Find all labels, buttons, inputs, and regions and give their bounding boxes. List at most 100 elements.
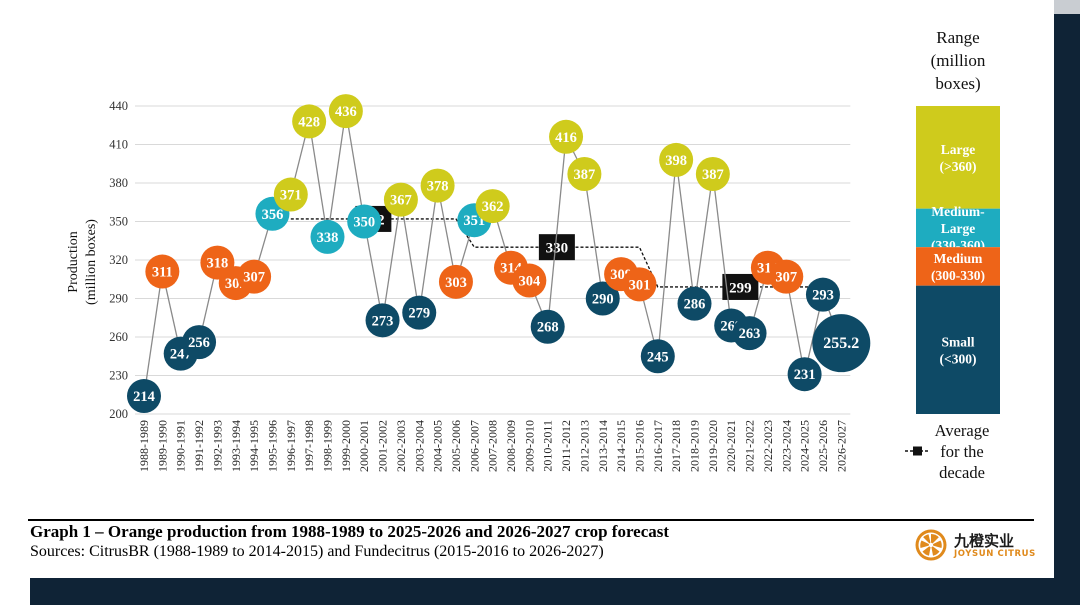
data-point: 273 (365, 303, 400, 338)
data-point-label: 255.2 (823, 335, 859, 352)
data-point: 307 (237, 259, 272, 294)
data-point-label: 307 (243, 270, 265, 286)
logo-english-name: JOYSUN CITRUS (954, 549, 1036, 559)
x-tick-label: 2014-2015 (614, 420, 628, 472)
data-point-label: 301 (629, 277, 651, 293)
y-tick-label: 290 (109, 292, 128, 306)
data-point: 255.2 (812, 314, 871, 373)
data-point: 398 (659, 142, 694, 177)
data-point: 307 (769, 259, 804, 294)
y-axis-label: Production (million boxes) (66, 219, 99, 305)
x-tick-label: 2005-2006 (449, 420, 463, 472)
grid-lines (135, 105, 851, 415)
x-axis-ticks: 1988-1989 1989-1990 1990-1991 1991-1992 1992… (137, 420, 848, 472)
x-tick-label: 1997-1998 (302, 420, 316, 472)
caption-rule (28, 519, 1034, 521)
data-point: 290 (585, 281, 620, 316)
x-tick-label: 2018-2019 (688, 420, 702, 472)
data-point-marker (695, 157, 730, 192)
data-point: 303 (438, 264, 473, 299)
data-point: 214 (127, 379, 161, 414)
y-tick-label: 200 (109, 407, 128, 421)
data-point-label: 428 (298, 114, 320, 130)
data-point-marker (787, 357, 822, 392)
legend-range-label: Medium (300-330) (931, 251, 985, 283)
data-point: 268 (530, 309, 565, 344)
x-tick-label: 2006-2007 (467, 420, 481, 472)
x-tick-label: 2012-2013 (577, 420, 591, 472)
data-point-label: 371 (280, 188, 302, 204)
data-point-label: 214 (133, 389, 155, 405)
x-tick-label: 2020-2021 (724, 420, 738, 472)
y-tick-label: 380 (109, 176, 128, 190)
caption-title: Graph 1 – Orange production from 1988-19… (30, 522, 670, 541)
production-line (143, 111, 842, 397)
x-tick-label: 2001-2002 (376, 420, 390, 472)
data-point-label: 263 (739, 326, 761, 342)
data-point-label: 311 (152, 265, 173, 281)
data-point-label: 387 (702, 167, 724, 183)
x-tick-label: 1992-1993 (210, 420, 224, 472)
data-point-label: 398 (665, 153, 687, 169)
data-point-label: 436 (335, 104, 357, 120)
x-tick-label: 2019-2020 (706, 420, 720, 472)
production-points: 2143112472563183023073563714283384363502… (127, 94, 871, 414)
data-point: 387 (695, 157, 730, 192)
x-tick-label: 1993-1994 (229, 420, 243, 472)
y-axis-ticks: 200 230 260 290 320 350 380 410 440 (109, 99, 128, 421)
data-point-marker (640, 339, 675, 374)
data-point: 304 (512, 263, 547, 298)
data-point-marker (769, 259, 804, 294)
y-tick-label: 320 (109, 253, 128, 267)
legend-swatch-large (916, 106, 1000, 209)
data-point-marker (549, 119, 584, 154)
x-tick-label: 2023-2024 (779, 420, 793, 472)
x-tick-label: 1988-1989 (137, 420, 151, 472)
data-point: 387 (567, 157, 602, 192)
logo-chinese-name: 九橙实业 (954, 532, 1015, 550)
y-tick-label: 440 (109, 99, 128, 113)
data-point-label: 416 (555, 130, 577, 146)
data-point: 263 (732, 316, 767, 351)
data-point-label: 304 (518, 274, 540, 290)
x-tick-label: 2022-2023 (761, 420, 775, 472)
data-point-marker (273, 177, 308, 212)
x-tick-label: 2011-2012 (559, 420, 573, 472)
data-point: 338 (310, 219, 345, 254)
data-point: 362 (475, 189, 510, 224)
data-point-marker (292, 104, 327, 139)
legend-swatch-small (916, 285, 1000, 414)
y-tick-label: 230 (109, 369, 128, 383)
data-point-marker (805, 277, 840, 312)
data-point-marker (732, 316, 767, 351)
data-point-marker (237, 259, 272, 294)
data-point-label: 378 (427, 179, 449, 195)
legend-title: Range (million boxes) (931, 28, 986, 93)
data-point: 245 (640, 339, 675, 374)
data-point-label: 245 (647, 349, 669, 365)
data-point: 378 (420, 168, 455, 203)
x-tick-label: 1989-1990 (155, 420, 169, 472)
x-tick-label: 1996-1997 (284, 420, 298, 472)
x-tick-label: 2025-2026 (816, 420, 830, 472)
x-tick-label: 2015-2016 (632, 420, 646, 472)
x-tick-label: 2026-2027 (834, 420, 848, 472)
data-point-marker (677, 286, 712, 321)
x-tick-label: 2003-2004 (412, 420, 426, 472)
y-tick-label: 350 (109, 215, 128, 229)
data-point-label: 338 (317, 230, 339, 246)
data-point-marker (812, 314, 871, 373)
data-point-marker (383, 182, 418, 217)
data-point-marker (402, 295, 437, 330)
data-point-marker (622, 267, 657, 302)
data-point: 279 (402, 295, 437, 330)
x-tick-label: 2008-2009 (504, 420, 518, 472)
x-tick-label: 2017-2018 (669, 420, 683, 472)
data-point-label: 303 (445, 275, 467, 291)
data-point-label: 256 (188, 335, 210, 351)
data-point: 350 (347, 204, 382, 239)
y-tick-label: 260 (109, 330, 128, 344)
data-point-marker (659, 142, 694, 177)
caption-sources: Sources: CitrusBR (1988-1989 to 2014-201… (30, 543, 604, 560)
data-point-marker (310, 219, 345, 254)
